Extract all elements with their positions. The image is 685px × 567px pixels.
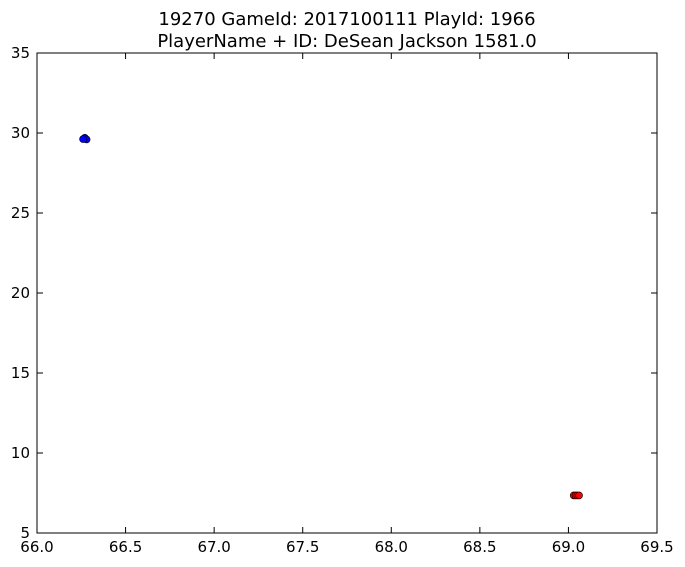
x-tick-label: 66.0 [20, 538, 53, 556]
plot-area: 66.0 66.5 67.0 67.5 68.0 68.5 69.0 69.5 5 10 15 20 2… [11, 44, 674, 556]
y-tick-label: 25 [11, 204, 30, 222]
plot-frame [36, 52, 658, 534]
data-point [575, 491, 583, 500]
y-tick-label: 20 [11, 284, 30, 302]
x-tick-label: 68.0 [375, 538, 408, 556]
x-tick-label: 66.5 [109, 538, 142, 556]
y-tick-label: 15 [11, 364, 30, 382]
x-tick-label: 67.5 [286, 538, 319, 556]
y-tick-label: 5 [20, 524, 30, 542]
y-tick-label: 30 [11, 124, 30, 142]
data-point [79, 135, 87, 143]
y-tick-label: 35 [11, 44, 30, 62]
x-tick-label: 67.0 [197, 538, 230, 556]
chart-title-line-2: PlayerName + ID: DeSean Jackson 1581.0 [157, 31, 536, 52]
y-tick-label: 10 [11, 444, 30, 462]
chart-title-line-1: 19270 GameId: 2017100111 PlayId: 1966 [158, 9, 535, 30]
x-tick-label: 69.0 [552, 538, 585, 556]
x-tick-label: 69.5 [640, 538, 673, 556]
x-tick-label: 68.5 [463, 538, 496, 556]
